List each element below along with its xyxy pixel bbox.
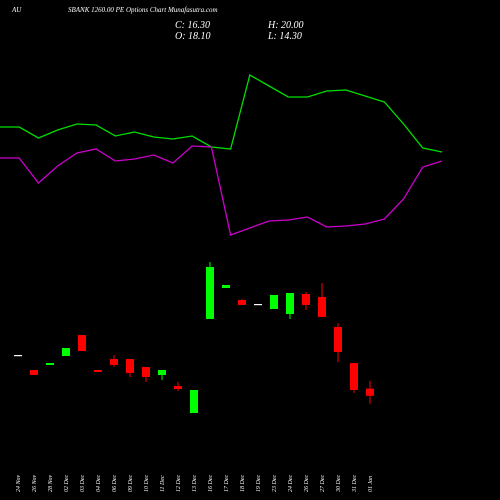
high-text: H: 20.00 [267,20,304,31]
indicator-line [0,74,443,153]
candle-body [30,370,38,375]
x-tick-label: 23 Dec [272,475,278,492]
x-tick-label: 19 Dec [256,475,262,492]
x-tick-label: 01 Jan [368,476,374,492]
x-tick-label: 18 Dec [240,475,246,492]
x-tick-label: 24 Nov [15,474,22,492]
candle-body [46,363,54,365]
x-tick-label: 30 Dec [336,475,342,493]
chart-title: SBANK 1260.00 PE Options Chart Munafasut… [68,6,218,14]
candle-body [254,304,262,306]
candle-body [14,355,22,357]
candle-body [206,267,214,319]
x-tick-label: 26 Nov [32,474,38,492]
candle-body [334,327,342,352]
candle-body [286,293,294,314]
x-tick-label: 12 Dec [176,475,182,492]
x-tick-label: 02 Dec [64,475,70,492]
close-text: C: 16.30 [175,20,210,31]
x-tick-label: 16 Dec [208,475,214,492]
x-tick-label: 31 Dec [352,475,358,493]
x-tick-label: 26 Dec [304,475,310,492]
x-tick-label: 09 Dec [128,475,134,492]
low-text: L: 14.30 [267,31,302,42]
x-tick-label: 24 Dec [287,475,294,492]
candle-body [94,370,102,372]
candle-body [110,359,118,365]
candle-body [222,285,230,288]
candle-body [350,363,358,390]
candle-body [366,388,374,396]
candle-body [270,295,278,309]
x-tick-label: 17 Dec [224,475,230,492]
candle-body [238,300,246,305]
candle-body [78,335,86,351]
candle-body [302,294,310,305]
indicator-line [0,145,443,236]
candle-body [126,359,134,373]
ticker-prefix: AU [11,6,22,14]
candle-body [158,370,166,375]
open-text: O: 18.10 [175,31,211,42]
candle-body [62,348,70,356]
x-tick-label: 28 Nov [48,474,54,492]
x-tick-label: 06 Dec [112,475,118,492]
x-tick-label: 13 Dec [192,475,198,492]
x-tick-label: 27 Dec [320,475,326,492]
candle-body [318,297,326,317]
x-tick-label: 03 Dec [80,475,86,492]
candle-body [190,390,198,413]
candle-body [174,386,182,389]
x-tick-label: 04 Dec [95,475,102,492]
x-tick-label: 10 Dec [144,475,150,492]
x-tick-label: 11 Dec [160,475,166,492]
candle-body [142,367,150,377]
